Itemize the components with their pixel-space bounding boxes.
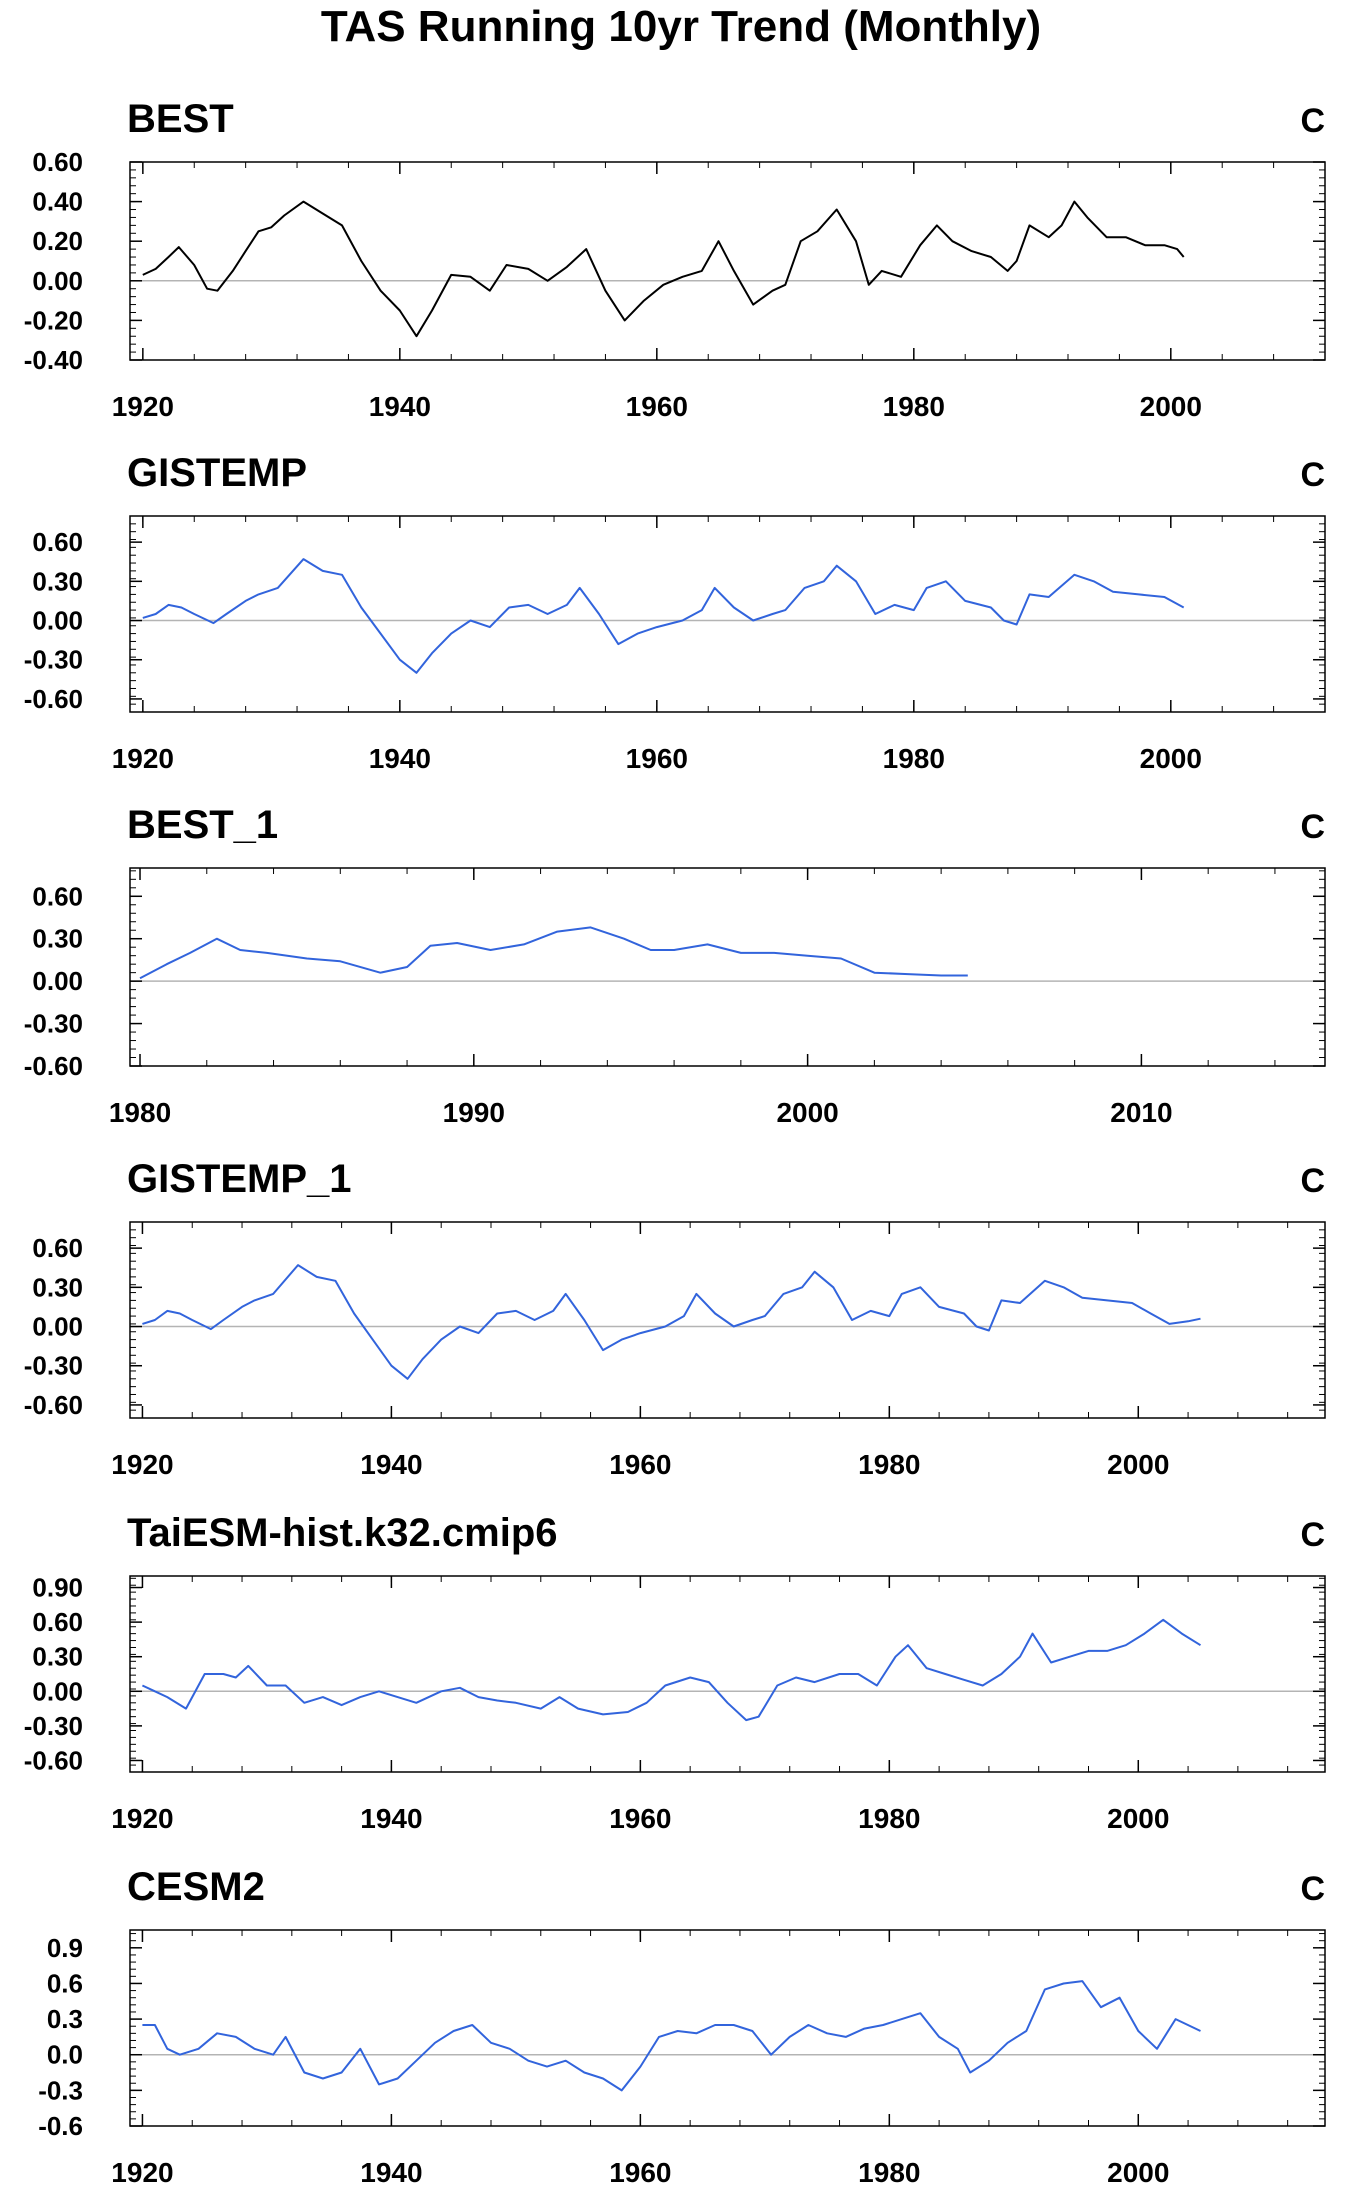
x-tick-label: 1980: [883, 391, 945, 422]
y-tick-label: 0.30: [32, 1272, 83, 1302]
y-tick-label: 0.60: [32, 881, 83, 911]
panel-unit: C: [1300, 456, 1325, 494]
series-line: [142, 1264, 1201, 1380]
y-tick-label: 0.20: [32, 226, 83, 256]
x-tick-label: 1940: [369, 743, 431, 774]
panel-title: BEST_1: [127, 803, 278, 847]
x-tick-label: 1980: [858, 1449, 920, 1480]
y-tick-label: 0.60: [32, 527, 83, 557]
x-tick-label: 1960: [609, 1449, 671, 1480]
plot-frame: [129, 1221, 1326, 1419]
x-tick-label: 1980: [858, 2157, 920, 2188]
x-tick-label: 1960: [626, 743, 688, 774]
x-tick-label: 2000: [1107, 1803, 1169, 1834]
y-tick-label: 0.00: [32, 266, 83, 296]
y-tick-label: -0.20: [24, 305, 83, 335]
y-tick-label: 0.30: [32, 1642, 83, 1672]
x-tick-label: 1960: [609, 1803, 671, 1834]
x-tick-label: 1940: [360, 1449, 422, 1480]
y-tick-label: 0.60: [32, 1607, 83, 1637]
x-tick-label: 1920: [111, 1803, 173, 1834]
x-tick-label: 2000: [1140, 743, 1202, 774]
y-tick-label: 0.30: [32, 566, 83, 596]
y-tick-label: 0.3: [47, 2004, 83, 2034]
x-tick-label: 2000: [1107, 2157, 1169, 2188]
chart-panel-6: CESM2 C -0.6 -0.3 0.0 0.3 0.6 0.9 1920 1940 1960 19…: [38, 1865, 1326, 2188]
x-tick-label: 1990: [443, 1097, 505, 1128]
series-line: [142, 558, 1185, 674]
x-tick-label: 2000: [1140, 391, 1202, 422]
x-tick-label: 2010: [1110, 1097, 1172, 1128]
panel-unit: C: [1300, 102, 1325, 140]
panel-title: GISTEMP: [127, 451, 307, 495]
y-tick-label: 0.00: [32, 606, 83, 636]
y-tick-label: -0.60: [24, 1745, 83, 1775]
chart-panel-2: GISTEMP C -0.60 -0.30 0.00 0.30 0.60 1920 1940 19…: [24, 451, 1326, 774]
y-tick-label: -0.30: [24, 1711, 83, 1741]
series-line: [141, 1618, 1202, 1722]
chart-panel-3: BEST_1 C -0.60 -0.30 0.00 0.30 0.60 1980 1990 200…: [24, 803, 1326, 1128]
x-tick-label: 1960: [609, 2157, 671, 2188]
panel-title: CESM2: [127, 1865, 265, 1909]
plot-frame: [129, 1575, 1326, 1773]
y-tick-label: -0.60: [24, 1051, 83, 1081]
y-tick-label: -0.60: [24, 684, 83, 714]
x-tick-label: 2000: [776, 1097, 838, 1128]
y-tick-label: -0.60: [24, 1390, 83, 1420]
panel-unit: C: [1300, 808, 1325, 846]
y-tick-label: 0.00: [32, 1676, 83, 1706]
y-tick-label: -0.6: [38, 2111, 83, 2141]
chart-panel-4: GISTEMP_1 C -0.60 -0.30 0.00 0.30 0.60 1920 1940…: [24, 1157, 1326, 1480]
y-tick-label: 0.40: [32, 187, 83, 217]
series-line: [142, 1980, 1201, 2092]
y-tick-label: 0.9: [47, 1933, 83, 1963]
x-tick-label: 1920: [111, 2157, 173, 2188]
y-tick-label: -0.30: [24, 645, 83, 675]
x-tick-label: 1980: [109, 1097, 171, 1128]
x-tick-label: 1960: [626, 391, 688, 422]
panel-title: TaiESM-hist.k32.cmip6: [127, 1511, 558, 1555]
plot-frame: [129, 1929, 1326, 2127]
x-tick-label: 1920: [112, 743, 174, 774]
chart-panel-1: BEST C -0.40 -0.20 0.00 0.20 0.40 0.60 1920 1940 1…: [24, 97, 1326, 422]
figure-title: TAS Running 10yr Trend (Monthly): [320, 2, 1042, 51]
y-tick-label: 0.90: [32, 1573, 83, 1603]
panel-unit: C: [1300, 1516, 1325, 1554]
y-tick-label: 0.0: [47, 2040, 83, 2070]
y-tick-label: 0.6: [47, 1968, 83, 1998]
y-tick-label: 0.60: [32, 1233, 83, 1263]
panel-title: BEST: [127, 97, 234, 141]
x-tick-label: 1940: [369, 391, 431, 422]
x-tick-label: 1980: [883, 743, 945, 774]
y-tick-label: -0.30: [24, 1351, 83, 1381]
y-tick-label: 0.00: [32, 1312, 83, 1342]
x-tick-label: 1980: [858, 1803, 920, 1834]
x-tick-label: 1920: [112, 391, 174, 422]
y-tick-label: 0.00: [32, 966, 83, 996]
y-tick-label: 0.60: [32, 147, 83, 177]
series-line: [139, 926, 968, 980]
y-tick-label: -0.30: [24, 1009, 83, 1039]
x-tick-label: 2000: [1107, 1449, 1169, 1480]
panel-unit: C: [1300, 1870, 1325, 1908]
y-tick-label: -0.3: [38, 2075, 83, 2105]
panel-title: GISTEMP_1: [127, 1157, 352, 1201]
x-tick-label: 1920: [111, 1449, 173, 1480]
y-tick-label: 0.30: [32, 924, 83, 954]
x-tick-label: 1940: [360, 2157, 422, 2188]
plot-frame: [129, 161, 1326, 361]
x-tick-label: 1940: [360, 1803, 422, 1834]
panel-unit: C: [1300, 1162, 1325, 1200]
y-tick-label: -0.40: [24, 345, 83, 375]
plot-frame: [129, 867, 1326, 1067]
plot-frame: [129, 515, 1326, 713]
chart-panel-5: TaiESM-hist.k32.cmip6 C -0.60 -0.30 0.00 0.30…: [24, 1511, 1326, 1834]
series-line: [142, 200, 1185, 338]
